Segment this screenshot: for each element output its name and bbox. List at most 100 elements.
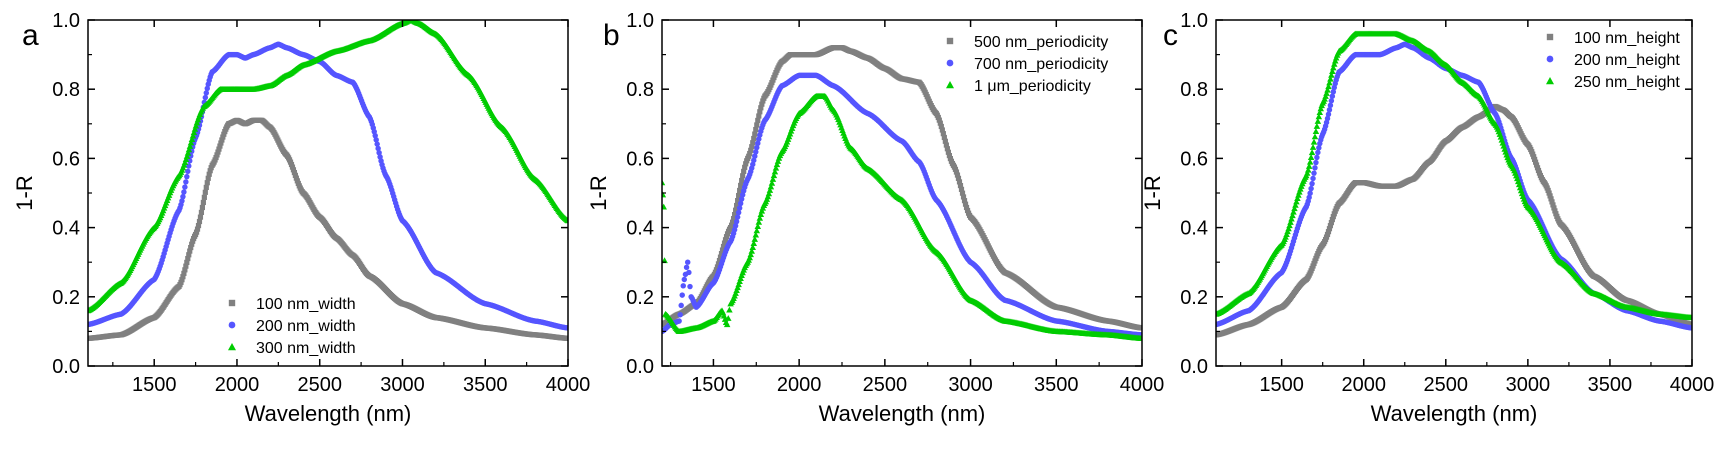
series-2 (88, 41, 568, 331)
series-3 (88, 20, 568, 314)
data-point (1532, 159, 1539, 165)
data-point (734, 202, 740, 209)
data-point (743, 161, 749, 167)
data-point (1327, 102, 1334, 109)
legend: 100 nm_height 200 nm_height 250 nm_height (1546, 30, 1680, 91)
data-point (1311, 170, 1317, 176)
data-point (1289, 212, 1296, 219)
data-point (758, 105, 764, 111)
data-point (722, 237, 729, 243)
data-point (1331, 211, 1337, 217)
legend-label: 300 nm_width (256, 340, 356, 357)
legend-label: 200 nm_height (1574, 52, 1680, 69)
data-point (182, 156, 190, 162)
data-point (714, 264, 721, 270)
data-point (768, 179, 776, 186)
data-point (730, 216, 737, 222)
data-point (1323, 234, 1330, 240)
y-tick-label: 1.0 (626, 10, 654, 32)
data-point (293, 175, 299, 181)
data-point (734, 214, 741, 220)
data-point (684, 259, 691, 265)
y-tick-label: 0.4 (52, 218, 80, 240)
data-point (1313, 122, 1321, 129)
series-2 (662, 72, 1142, 338)
data-point (739, 177, 745, 184)
data-point (182, 267, 188, 273)
data-point (772, 164, 780, 171)
y-tick-label: 0.0 (626, 356, 654, 378)
legend-marker (946, 81, 954, 89)
data-point (747, 150, 753, 157)
panel-label: b (603, 19, 620, 52)
data-point (738, 196, 745, 202)
data-point (1307, 154, 1315, 161)
data-point (1689, 321, 1692, 328)
y-tick-label: 0.2 (1180, 287, 1208, 309)
data-point (1309, 144, 1317, 150)
chart-panel-b: 1500 2000 2500 3000 3500 4000 0.0 0.2 0.4 0.6 0.8 1… (586, 10, 1164, 426)
data-point (713, 267, 720, 273)
data-point (1308, 149, 1316, 156)
data-point (956, 179, 963, 185)
x-tick-label: 3000 (380, 374, 425, 396)
data-point (193, 119, 201, 126)
data-point (742, 164, 748, 170)
data-point (1316, 145, 1322, 151)
data-point (683, 264, 690, 271)
data-point (202, 94, 209, 101)
x-tick-label: 3500 (463, 374, 508, 396)
data-point (752, 153, 758, 159)
data-point (760, 98, 766, 104)
data-point (1322, 93, 1329, 99)
data-point (737, 187, 743, 194)
data-point (718, 250, 725, 257)
data-point (218, 140, 224, 146)
data-point (751, 135, 757, 142)
data-point (754, 223, 762, 229)
data-point (957, 182, 964, 189)
data-point (1545, 187, 1551, 194)
data-point (1292, 201, 1299, 208)
y-tick-label: 0.2 (626, 287, 654, 309)
data-point (755, 117, 761, 124)
data-point (958, 186, 965, 192)
data-point (1331, 60, 1338, 67)
data-point (1138, 335, 1142, 341)
legend-marker (228, 299, 236, 307)
data-point (716, 257, 723, 264)
series-3 (1216, 30, 1692, 321)
data-point (677, 311, 683, 318)
y-tick-label: 0.4 (626, 218, 654, 240)
data-point (941, 134, 947, 141)
data-point (954, 172, 961, 178)
x-tick-label: 2000 (215, 374, 260, 396)
data-point (756, 113, 762, 119)
data-point (214, 152, 220, 158)
data-point (757, 109, 763, 115)
legend-label: 700 nm_periodicity (974, 56, 1108, 73)
data-point (206, 171, 212, 177)
legend-label: 100 nm_width (256, 296, 356, 313)
data-point (291, 169, 298, 176)
data-point (1324, 86, 1331, 93)
data-point (1549, 199, 1555, 205)
data-point (184, 173, 190, 180)
data-point (738, 182, 744, 189)
data-point (189, 132, 197, 139)
y-tick-label: 0.6 (1180, 148, 1208, 170)
data-point (1296, 188, 1303, 195)
data-point (186, 252, 192, 258)
data-point (202, 189, 208, 195)
data-point (764, 193, 772, 200)
data-point (204, 180, 210, 186)
data-point (732, 212, 738, 218)
data-point (1286, 222, 1293, 229)
data-point (1306, 194, 1312, 201)
data-point (758, 207, 766, 214)
data-point (1553, 211, 1559, 217)
data-point (940, 131, 946, 137)
data-point (1291, 205, 1298, 212)
data-point (757, 211, 765, 218)
legend-marker (228, 343, 236, 351)
